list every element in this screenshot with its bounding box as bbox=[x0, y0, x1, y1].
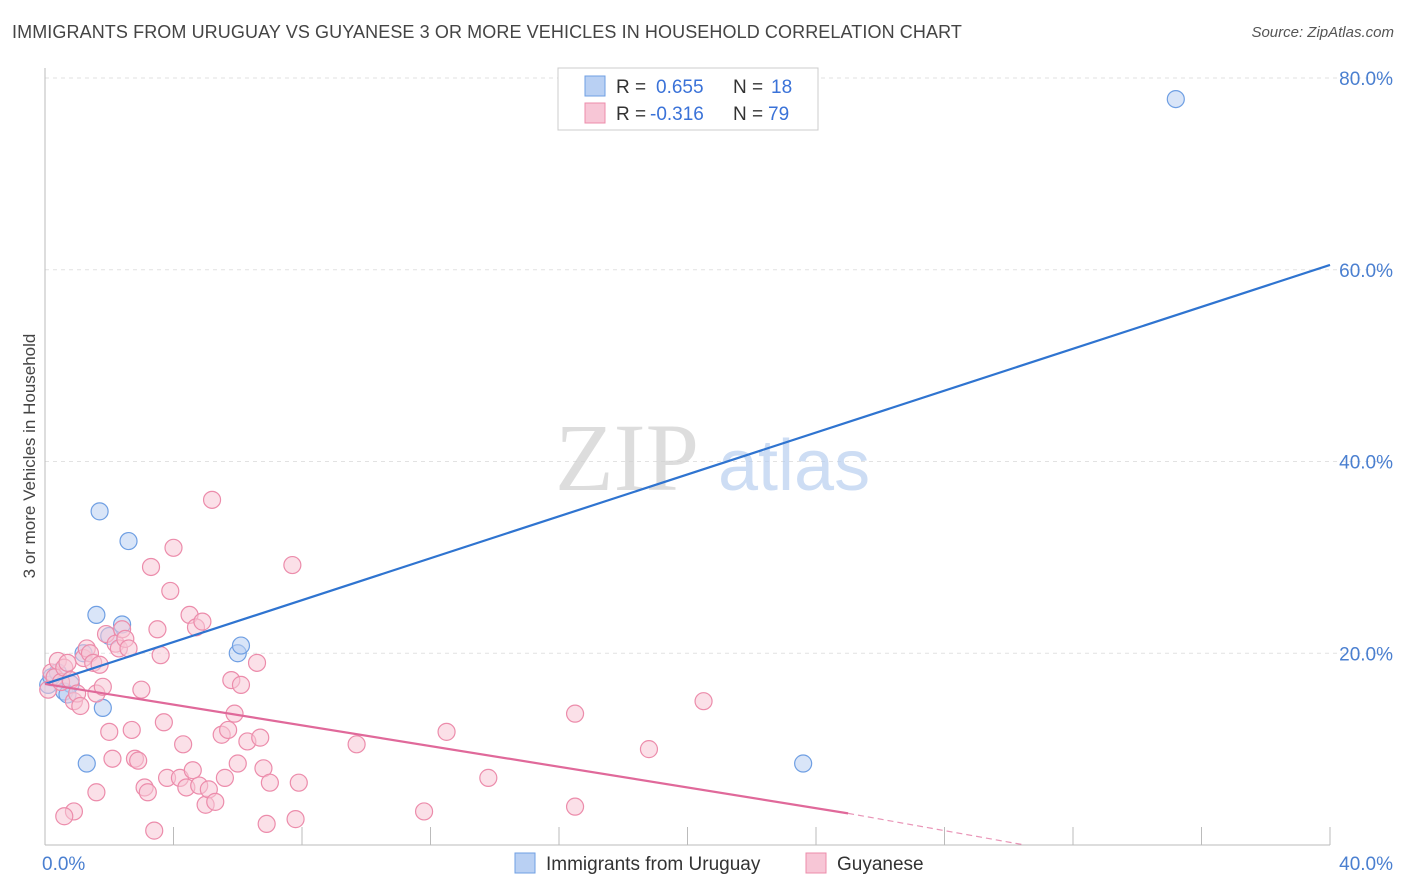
stats-legend: R = 0.655 N = 18 R = -0.316 N = 79 bbox=[557, 67, 819, 131]
point-series1-72 bbox=[565, 797, 585, 816]
legend-n-label-1: N = bbox=[733, 104, 763, 125]
point-series1-67 bbox=[289, 773, 308, 792]
tick-labels: 20.0% 40.0% 60.0% 80.0% 0.0% 40.0% bbox=[42, 69, 1393, 875]
point-series1-71 bbox=[479, 768, 498, 787]
point-series0-12 bbox=[119, 531, 138, 551]
y-tick-label-2: 60.0% bbox=[1339, 261, 1393, 282]
legend-r-label-1: R = bbox=[616, 104, 646, 125]
point-series0-6 bbox=[77, 754, 96, 773]
legend-swatch-uruguay bbox=[584, 75, 606, 97]
point-series1-10 bbox=[71, 696, 90, 716]
point-series1-54 bbox=[219, 720, 238, 740]
point-series1-47 bbox=[193, 612, 212, 631]
trend-line-series1 bbox=[44, 682, 849, 815]
chart-source: Source: ZipAtlas.com bbox=[1251, 24, 1394, 41]
point-series1-75 bbox=[694, 692, 713, 711]
point-series1-6 bbox=[58, 653, 77, 672]
point-series1-69 bbox=[414, 802, 434, 821]
data-points bbox=[39, 89, 1185, 840]
point-series0-15 bbox=[794, 754, 813, 773]
point-series1-29 bbox=[132, 680, 151, 699]
point-series1-38 bbox=[161, 581, 180, 601]
y-tick-label-0: 20.0% bbox=[1339, 644, 1393, 665]
trend-line-dashed-series1 bbox=[848, 812, 1025, 846]
bottom-legend-swatch-guyanese bbox=[805, 852, 827, 874]
bottom-legend-label-uruguay: Immigrants from Uruguay bbox=[546, 854, 761, 875]
x-tick-label-0: 0.0% bbox=[42, 854, 85, 875]
point-series1-73 bbox=[565, 704, 585, 723]
point-series0-7 bbox=[87, 605, 106, 625]
point-series1-57 bbox=[228, 754, 247, 773]
point-series1-51 bbox=[206, 792, 225, 811]
point-series0-14 bbox=[231, 636, 251, 655]
point-series1-26 bbox=[122, 720, 141, 740]
legend-r-label-0: R = bbox=[616, 77, 646, 98]
series-legend: Immigrants from Uruguay Guyanese bbox=[514, 852, 924, 875]
bottom-legend-label-guyanese: Guyanese bbox=[837, 854, 924, 875]
point-series1-44 bbox=[183, 761, 202, 780]
point-series1-61 bbox=[251, 728, 270, 747]
point-series1-53 bbox=[215, 768, 234, 787]
grid-lines bbox=[45, 77, 1392, 654]
point-series1-34 bbox=[148, 620, 167, 639]
point-series1-65 bbox=[283, 555, 302, 575]
point-series1-77 bbox=[87, 783, 106, 802]
legend-r-value-1: -0.316 bbox=[650, 104, 704, 125]
point-series0-8 bbox=[90, 502, 109, 521]
point-series1-64 bbox=[260, 773, 279, 792]
point-series1-78 bbox=[55, 807, 74, 826]
point-series1-33 bbox=[145, 821, 164, 840]
trend-lines bbox=[44, 263, 1331, 846]
watermark-atlas: atlas bbox=[718, 426, 870, 506]
point-series1-39 bbox=[164, 538, 183, 557]
point-series1-28 bbox=[129, 751, 148, 770]
legend-n-value-1: 79 bbox=[768, 104, 789, 125]
point-series1-74 bbox=[639, 740, 659, 759]
point-series1-41 bbox=[174, 735, 193, 754]
legend-r-value-0: 0.655 bbox=[656, 77, 704, 98]
point-series1-19 bbox=[100, 722, 119, 741]
point-series1-32 bbox=[141, 557, 161, 577]
point-series1-63 bbox=[257, 814, 276, 834]
x-tick-label-1: 40.0% bbox=[1339, 854, 1393, 875]
y-tick-label-3: 80.0% bbox=[1339, 69, 1393, 90]
point-series1-50 bbox=[202, 490, 222, 509]
bottom-legend-swatch-uruguay bbox=[514, 852, 536, 874]
point-series1-68 bbox=[347, 735, 366, 754]
point-series1-31 bbox=[138, 783, 157, 802]
legend-n-label-0: N = bbox=[733, 77, 763, 98]
point-series1-66 bbox=[286, 810, 305, 829]
point-series1-20 bbox=[103, 749, 122, 768]
point-series1-36 bbox=[154, 713, 173, 732]
y-tick-label-1: 40.0% bbox=[1339, 453, 1393, 474]
point-series0-16 bbox=[1166, 89, 1185, 109]
point-series1-60 bbox=[247, 653, 267, 672]
legend-n-value-0: 18 bbox=[771, 77, 792, 98]
point-series1-16 bbox=[90, 655, 109, 674]
trend-line-series0 bbox=[44, 263, 1331, 685]
watermark: ZIP atlas bbox=[555, 404, 870, 511]
legend-swatch-guyanese bbox=[584, 102, 606, 124]
y-axis-label: 3 or more Vehicles in Household bbox=[20, 334, 39, 579]
axes bbox=[44, 68, 1331, 846]
point-series1-17 bbox=[93, 677, 112, 696]
chart-title: IMMIGRANTS FROM URUGUAY VS GUYANESE 3 OR… bbox=[12, 22, 962, 42]
point-series1-58 bbox=[231, 675, 251, 694]
point-series1-70 bbox=[437, 722, 456, 741]
